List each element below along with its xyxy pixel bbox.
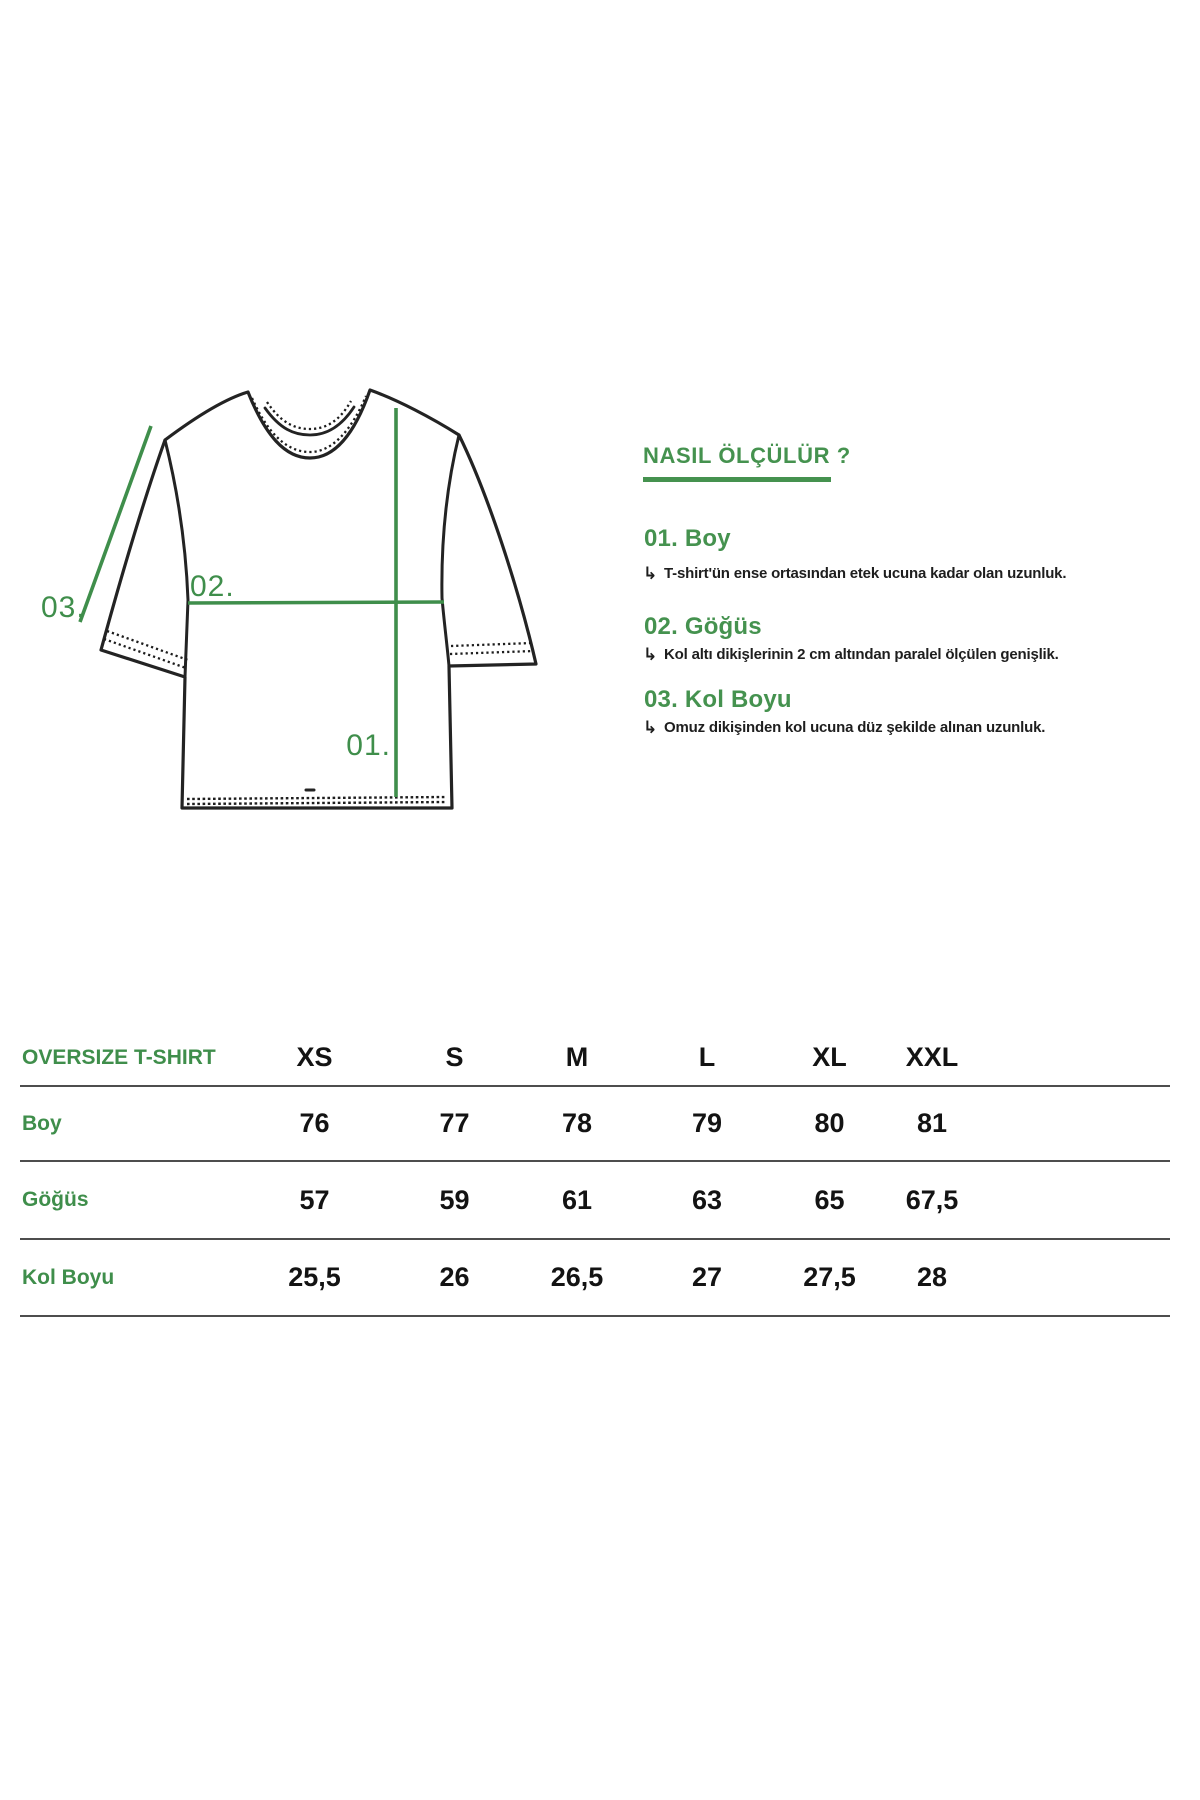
hem-stitch <box>186 795 448 801</box>
how-to-measure-title: NASIL ÖLÇÜLÜR ? <box>643 443 851 468</box>
size-value: 26 <box>439 1262 470 1292</box>
size-value: 77 <box>439 1108 470 1138</box>
measure-label-sleeve: 03. <box>41 591 86 624</box>
cuff-stitch-left-2 <box>106 629 189 662</box>
row-label: Boy <box>22 1111 62 1135</box>
size-value: 79 <box>691 1108 723 1138</box>
tshirt-diagram: 03. 02. 01. <box>41 388 538 810</box>
return-arrow-icon: ↳ <box>643 718 658 737</box>
cuff-stitch-left <box>103 637 187 670</box>
cuff-stitch-right <box>449 649 535 656</box>
size-header-m: M <box>565 1042 589 1072</box>
measure-line-sleeve <box>78 425 153 623</box>
table-row-gogus: Göğüs 57 59 61 63 65 67,5 <box>20 1162 1170 1238</box>
size-value: 59 <box>439 1184 470 1215</box>
size-value: 67,5 <box>905 1184 959 1215</box>
size-value: 26,5 <box>550 1262 604 1292</box>
size-value: 27 <box>691 1262 723 1292</box>
armhole-seam-left <box>163 438 190 679</box>
collar-stitch-inner <box>266 400 352 431</box>
size-header-s: S <box>445 1042 464 1072</box>
table-row-boy: Boy 76 77 78 79 80 81 <box>20 1087 1170 1160</box>
measure-item-title-kol-boyu: 03. Kol Boyu <box>644 686 792 713</box>
size-table-header-row: OVERSIZE T-SHIRT XS S M L XL XXL <box>20 1030 1170 1085</box>
title-underline <box>643 477 831 482</box>
return-arrow-icon: ↳ <box>643 645 658 664</box>
size-table: OVERSIZE T-SHIRT XS S M L XL XXL Boy 76 … <box>20 1030 1170 1317</box>
measure-item-description-gogus: ↳ Kol altı dikişlerinin 2 cm altından par… <box>643 644 1059 664</box>
measure-item-description-text: Kol altı dikişlerinin 2 cm altından para… <box>664 646 1059 663</box>
size-value: 80 <box>814 1108 845 1138</box>
measure-label-length: 01. <box>346 729 391 762</box>
size-header-l: L <box>698 1042 716 1072</box>
size-header-xs: XS <box>296 1042 333 1072</box>
row-label: Kol Boyu <box>22 1265 115 1289</box>
size-value: 27,5 <box>803 1262 856 1292</box>
size-value: 78 <box>561 1108 593 1138</box>
measure-item-description-kol-boyu: ↳ Omuz dikişinden kol ucuna düz şekilde a… <box>643 717 1045 737</box>
table-rule <box>20 1315 1170 1317</box>
size-header-xxl: XXL <box>905 1042 959 1072</box>
row-label: Göğüs <box>22 1188 89 1211</box>
measure-line-chest <box>187 600 445 605</box>
size-value: 25,5 <box>288 1262 341 1292</box>
collar-inner-edge <box>263 405 356 437</box>
armhole-seam-right <box>440 433 461 668</box>
measure-item-description-text: T-shirt'ün ense ortasından etek ucuna ka… <box>664 565 1067 582</box>
measure-item-description-text: Omuz dikişinden kol ucuna düz şekilde al… <box>664 719 1046 736</box>
size-value: 57 <box>299 1184 330 1215</box>
table-rule <box>20 1238 1170 1240</box>
measure-item-description-boy: ↳ T-shirt'ün ense ortasından etek ucuna k… <box>643 563 1067 583</box>
size-value: 76 <box>299 1108 330 1138</box>
return-arrow-icon: ↳ <box>643 564 658 583</box>
size-value: 61 <box>561 1184 593 1215</box>
measure-label-chest: 02. <box>190 570 235 603</box>
table-row-kol-boyu: Kol Boyu 25,5 26 26,5 27 27,5 28 <box>20 1240 1170 1315</box>
table-rule <box>20 1085 1170 1087</box>
collar-stitch-outer <box>250 395 368 454</box>
hem-stitch-2 <box>186 800 448 806</box>
measure-item-title-boy: 01. Boy <box>644 525 731 552</box>
size-value: 65 <box>814 1184 845 1215</box>
measure-item-title-gogus: 02. Göğüs <box>644 613 762 640</box>
size-header-xl: XL <box>812 1042 847 1072</box>
size-value: 63 <box>691 1184 723 1215</box>
shirt-outline <box>99 388 538 810</box>
table-rule <box>20 1160 1170 1162</box>
size-value: 28 <box>916 1262 948 1292</box>
product-label: OVERSIZE T-SHIRT <box>22 1045 216 1069</box>
size-value: 81 <box>916 1108 948 1138</box>
